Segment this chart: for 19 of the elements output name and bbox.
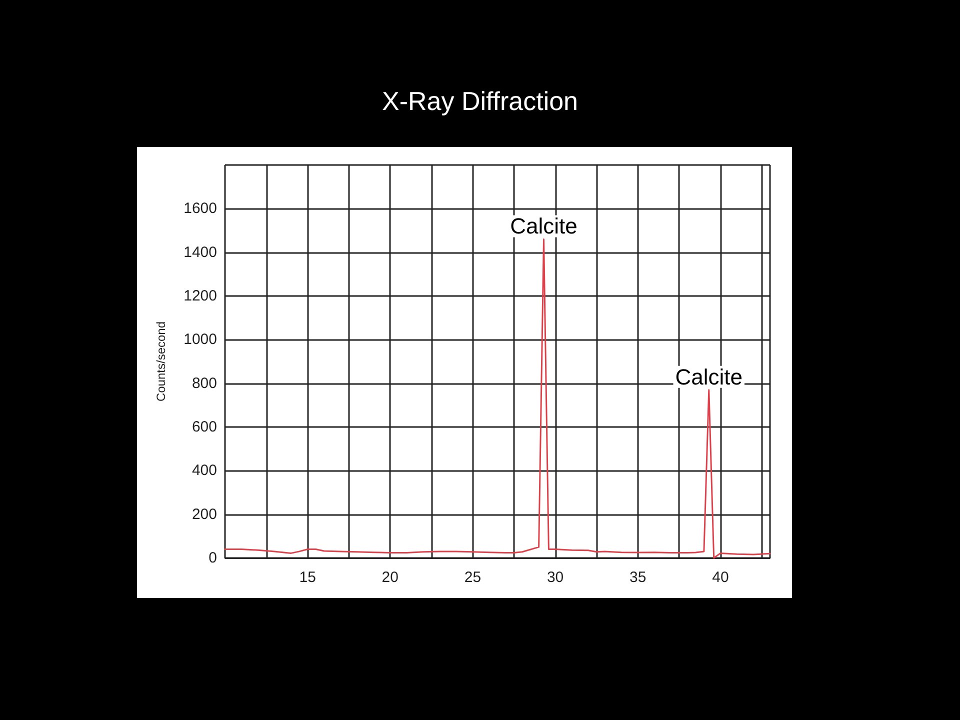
annotation: Calcite (510, 214, 578, 239)
x-tick-label: 15 (299, 569, 316, 586)
y-tick-label: 400 (192, 462, 217, 480)
y-tick-label: 1000 (184, 331, 217, 348)
annotation: Calcite (675, 364, 743, 390)
y-tick-label: 200 (192, 506, 217, 523)
x-tick-label: 30 (546, 569, 564, 586)
y-axis-title: Counts/second (154, 321, 168, 402)
y-tick-label: 1400 (184, 244, 217, 261)
y-tick-label: 600 (192, 418, 217, 436)
x-tick-label: 20 (382, 569, 398, 586)
y-tick-label: 1600 (184, 200, 217, 218)
y-tick-label: 1200 (184, 288, 217, 304)
y-tick-label: 0 (208, 550, 217, 566)
x-tick-label: 40 (712, 569, 729, 586)
chart-title: X-Ray Diffraction (380, 86, 580, 117)
x-tick-label: 35 (630, 569, 646, 586)
y-tick-label: 800 (192, 374, 217, 392)
x-tick-label: 25 (464, 569, 482, 586)
